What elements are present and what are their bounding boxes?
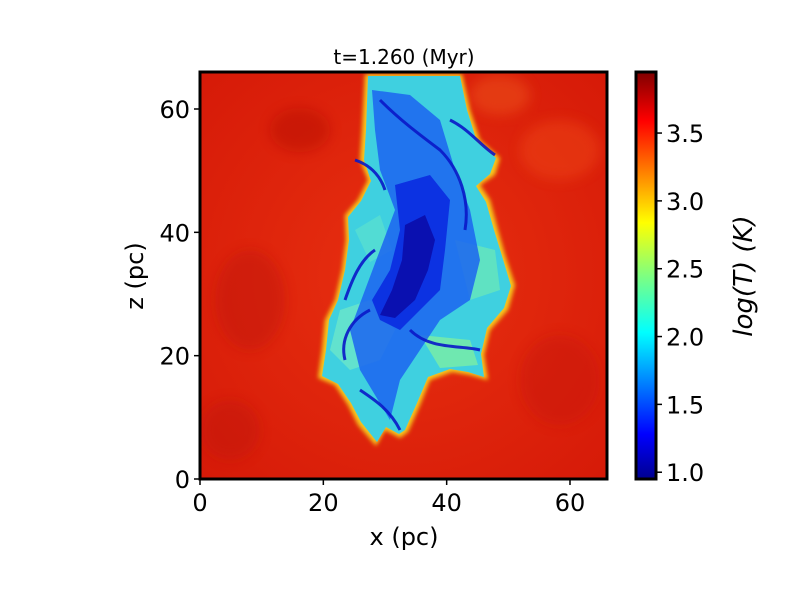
y-tick-label: 20 (159, 343, 190, 371)
colorbar-tick-label: 1.5 (666, 391, 704, 419)
colorbar-tick-label: 2.0 (666, 324, 704, 352)
colorbar-frame (634, 70, 658, 481)
plot-frame (198, 70, 609, 481)
colorbar-axis: 1.0 1.5 2.0 2.5 3.0 3.5 (656, 120, 704, 487)
colorbar (636, 72, 656, 479)
x-tick-label: 0 (192, 489, 207, 517)
x-tick-label: 20 (308, 489, 339, 517)
colorbar-tick-label: 2.5 (666, 256, 704, 284)
y-tick-label: 60 (159, 96, 190, 124)
colorbar-tick-label: 3.5 (666, 120, 704, 148)
y-axis-label: z (pc) (121, 242, 149, 309)
cold-cloud (318, 74, 515, 446)
x-tick-label: 40 (431, 489, 462, 517)
y-tick-label: 40 (159, 219, 190, 247)
y-tick-label: 0 (175, 466, 190, 494)
chart-title: t=1.260 (Myr) (333, 45, 474, 69)
colorbar-tick-label: 3.0 (666, 188, 704, 216)
colorbar-label: log(T) (K) (729, 215, 759, 336)
x-tick-label: 60 (555, 489, 586, 517)
colorbar-tick-label: 1.0 (666, 459, 704, 487)
x-axis-label: x (pc) (370, 523, 439, 551)
y-axis: 0 20 40 60 (159, 96, 200, 494)
x-axis: 0 20 40 60 (192, 479, 585, 517)
heatmap-image (200, 72, 607, 479)
